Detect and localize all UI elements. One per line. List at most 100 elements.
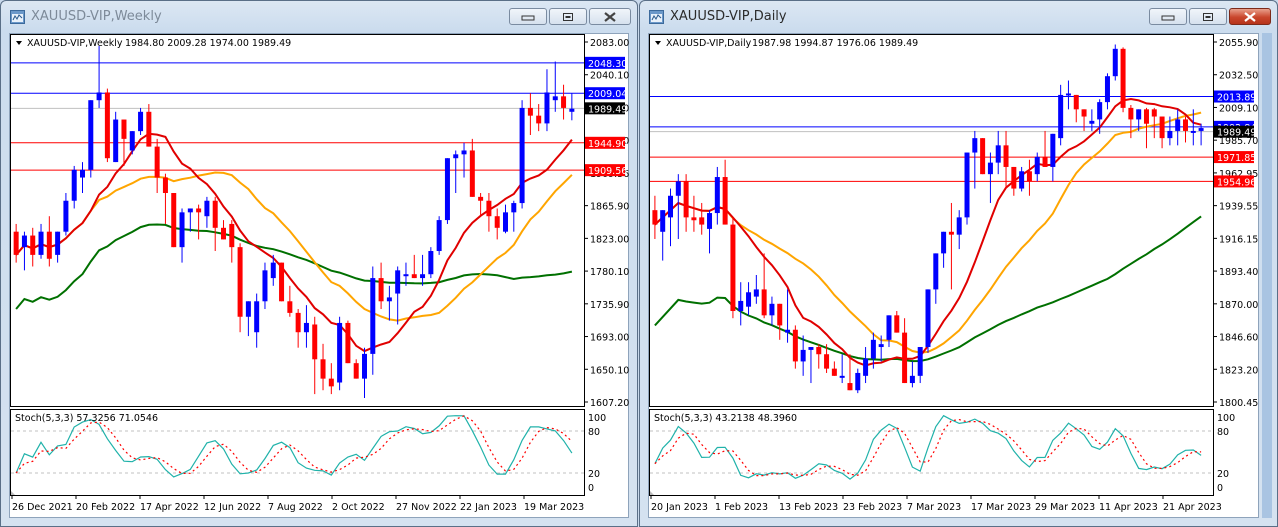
vertical-scrollbar[interactable] [1262,33,1272,518]
candle [1034,152,1040,182]
stoch-axis-label: 100 [1217,413,1235,424]
price-axis-tick: 1870.00 [1219,300,1258,311]
candle [878,335,884,362]
time-axis-label: 20 Jan 2023 [651,502,708,513]
candle [544,69,550,132]
candle [469,138,475,197]
minimize-button[interactable] [1149,8,1187,25]
candle [808,347,814,384]
price-axis-tick: 1823.00 [590,234,629,245]
price-axis-tick: 1939.55 [1219,202,1258,213]
price-axis-tick: 1985.70 [1219,136,1258,147]
price-axis-tick: 1823.20 [1219,365,1258,376]
candle [30,227,36,267]
candle [824,344,830,373]
candlestick-chart-daily[interactable]: XAUUSD-VIP,Daily 1987.98 1994.87 1976.06 … [649,34,1259,519]
restore-button[interactable] [1189,8,1227,25]
candle [1081,109,1087,131]
stoch-axis-label: 0 [588,483,594,494]
close-button[interactable] [589,8,631,25]
candle [453,150,459,194]
candle [785,289,791,343]
candle [995,130,1001,175]
candle [855,368,861,394]
time-axis-label: 29 Mar 2023 [1035,502,1095,513]
candlestick-chart-weekly[interactable]: XAUUSD-VIP,Weekly 1984.80 2009.28 1974.00… [10,34,630,519]
minimize-icon [1161,15,1175,20]
candle [792,325,798,369]
candle [972,130,978,189]
window-title: XAUUSD-VIP,Weekly [31,9,162,24]
chart-area-weekly[interactable]: XAUUSD-VIP,Weekly 1984.80 2009.28 1974.00… [9,33,629,518]
candle [187,208,193,232]
chart-window-weekly[interactable]: XAUUSD-VIP,Weekly XAUUSD-VIP,Weekly 1984.… [0,0,638,527]
candle [494,208,500,240]
candle [980,138,986,175]
stoch-signal-line [654,418,1202,477]
chart-area-daily[interactable]: XAUUSD-VIP,Daily 1987.98 1994.87 1976.06 … [648,33,1259,518]
stoch-axis-label: 20 [588,469,600,480]
stochastic-plot[interactable] [10,409,585,496]
candle [221,220,226,240]
candle [179,208,185,263]
price-axis-tick: 1893.40 [1219,267,1258,278]
candle [262,262,268,310]
candle [1019,166,1025,192]
candle [378,262,384,310]
time-axis-label: 13 Feb 2023 [779,502,838,513]
candle [886,315,892,348]
minimize-button[interactable] [509,8,547,25]
chart-symbol-label: XAUUSD-VIP,Weekly [27,38,123,49]
candle [162,173,168,224]
stoch-axis-label: 80 [1217,427,1229,438]
price-axis-tick: 1780.10 [590,267,629,278]
restore-icon [1203,12,1213,21]
candle [691,195,697,232]
title-bar[interactable]: XAUUSD-VIP,Daily [640,1,1277,33]
candle [411,254,417,279]
price-label-badge [1214,151,1254,164]
candle [237,243,243,333]
price-label-text: 1989.49 [588,104,627,115]
minimize-icon [521,15,535,20]
candle [902,318,908,384]
chart-window-icon [10,10,25,24]
candle [1065,80,1071,110]
title-bar[interactable]: XAUUSD-VIP,Weekly [1,1,637,33]
candle [1198,123,1204,146]
close-button[interactable] [1229,8,1271,25]
candle [63,193,69,236]
price-label-badge [1214,175,1254,188]
candle [503,204,508,234]
candle [146,104,152,147]
candle [345,320,351,364]
candle [1089,109,1095,131]
candle [816,344,822,369]
moving-average-line [654,215,1202,363]
chart-window-icon [649,10,664,24]
stoch-axis-label: 100 [588,413,606,424]
price-axis-tick: 1607.20 [590,398,629,409]
price-axis-tick: 2083.00 [590,38,629,49]
close-icon [604,11,616,22]
candle [154,138,160,194]
restore-button[interactable] [549,8,587,25]
candle [1104,73,1110,110]
candle [295,309,301,348]
candle [121,119,127,166]
candle [113,111,119,163]
candle [561,84,567,120]
time-axis-label: 23 Feb 2023 [843,502,902,513]
price-label-text: 1971.85 [1217,153,1256,164]
price-label-badge [585,136,625,149]
candle [847,354,853,391]
candle [863,347,869,384]
chart-window-daily[interactable]: XAUUSD-VIP,Daily XAUUSD-VIP,Daily 1987.98… [639,0,1278,527]
collapse-arrow-icon[interactable] [16,41,22,45]
candle [370,266,376,375]
candle [1182,116,1188,143]
collapse-arrow-icon[interactable] [655,41,661,45]
price-axis-tick: 2032.50 [1219,71,1258,82]
stochastic-plot[interactable] [649,409,1214,496]
candle [800,335,806,376]
